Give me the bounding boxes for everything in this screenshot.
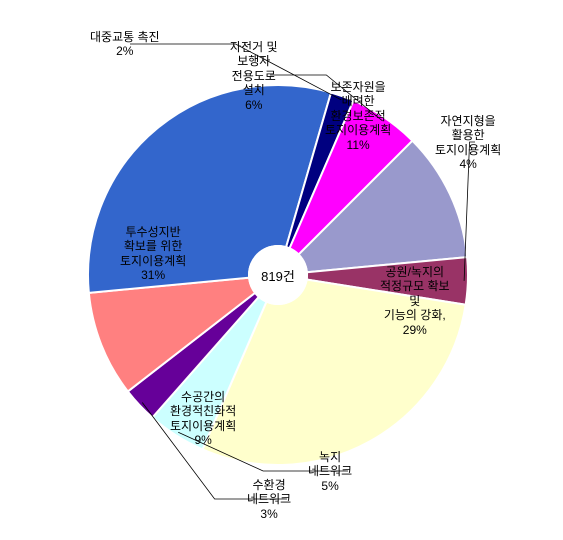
center-label: 819건 xyxy=(248,245,308,305)
pie-chart: 보존자원을 배려한 환경보존적 토지이용계획 11%자연지형을 활용한 토지이용… xyxy=(0,0,563,540)
